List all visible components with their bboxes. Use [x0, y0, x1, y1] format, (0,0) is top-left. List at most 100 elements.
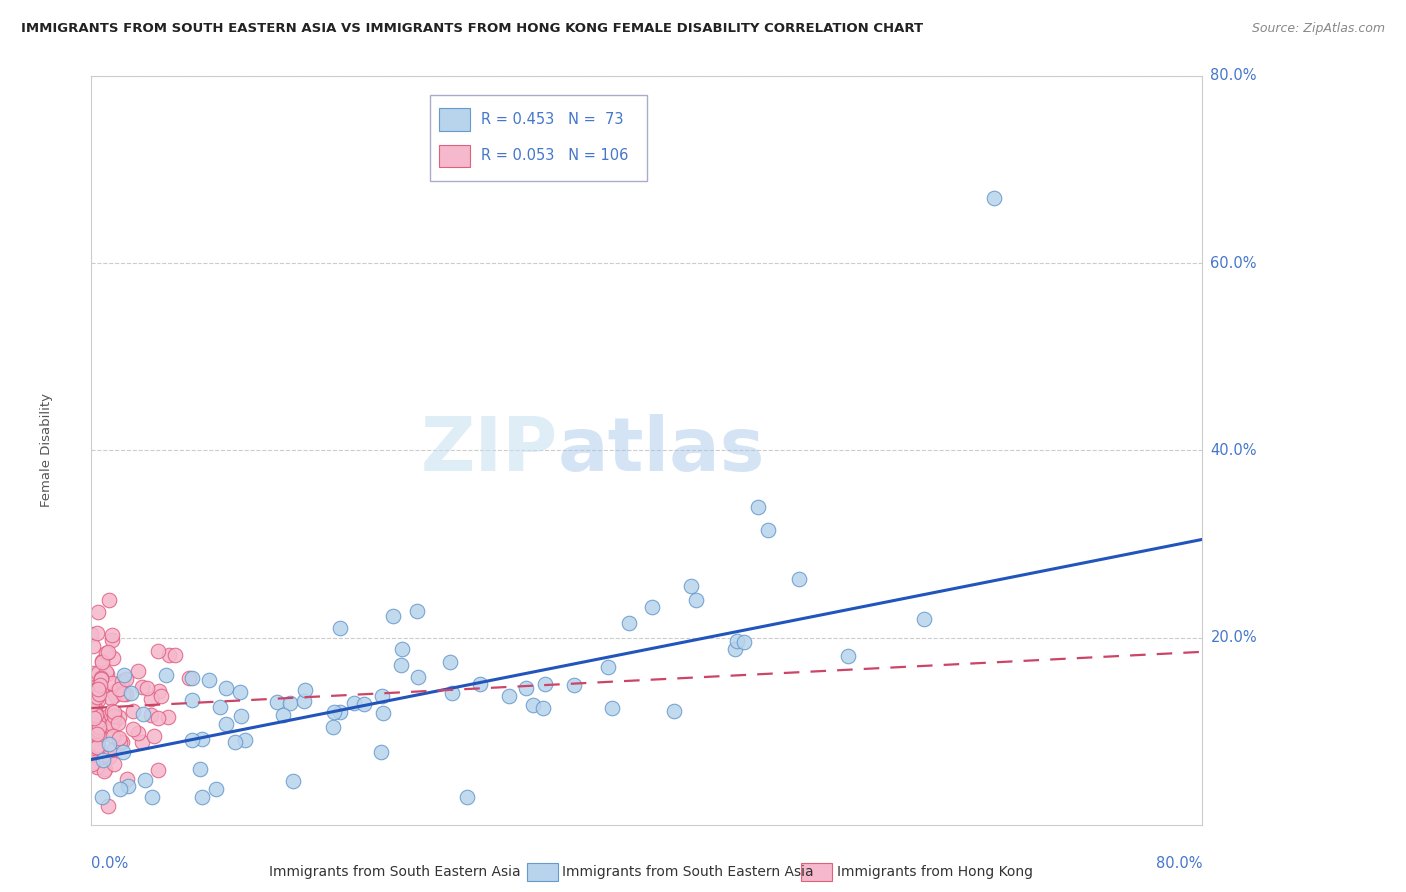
- Point: [84, 680, 107, 694]
- Point: [115, 687, 138, 701]
- Text: Immigrants from Hong Kong: Immigrants from Hong Kong: [837, 865, 1032, 880]
- Point: [86, 740, 108, 755]
- Point: [98, 749, 121, 764]
- Point: [131, 735, 153, 749]
- Point: [100, 704, 122, 718]
- Point: [84, 717, 107, 731]
- Point: [100, 691, 122, 706]
- Point: [747, 500, 769, 514]
- Text: ZIP: ZIP: [420, 414, 558, 487]
- Point: [111, 687, 134, 701]
- Point: [97, 645, 120, 659]
- Point: [498, 689, 520, 703]
- Point: [837, 649, 859, 664]
- Point: [89, 688, 111, 702]
- Text: 60.0%: 60.0%: [1211, 256, 1257, 270]
- Point: [84, 708, 107, 723]
- Point: [208, 699, 231, 714]
- Point: [91, 655, 114, 669]
- Point: [229, 685, 252, 699]
- Point: [148, 684, 170, 698]
- Point: [103, 705, 125, 719]
- Point: [177, 671, 200, 685]
- Point: [662, 704, 685, 718]
- Point: [108, 782, 131, 797]
- Point: [86, 711, 108, 725]
- Text: 80.0%: 80.0%: [1156, 855, 1202, 871]
- Point: [104, 688, 127, 702]
- Point: [146, 763, 169, 777]
- Point: [82, 723, 104, 737]
- Point: [132, 706, 155, 721]
- Point: [115, 772, 138, 786]
- Point: [80, 730, 103, 744]
- Point: [83, 665, 105, 680]
- FancyBboxPatch shape: [430, 95, 647, 181]
- Text: Female Disability: Female Disability: [41, 393, 53, 508]
- Point: [343, 696, 366, 710]
- Point: [100, 633, 122, 648]
- Point: [97, 737, 120, 751]
- Point: [292, 694, 315, 708]
- Text: IMMIGRANTS FROM SOUTH EASTERN ASIA VS IMMIGRANTS FROM HONG KONG FEMALE DISABILIT: IMMIGRANTS FROM SOUTH EASTERN ASIA VS IM…: [21, 22, 924, 36]
- Point: [408, 670, 430, 684]
- Text: 20.0%: 20.0%: [1211, 631, 1257, 645]
- Point: [114, 668, 136, 682]
- Point: [142, 729, 165, 743]
- Point: [84, 719, 107, 733]
- Point: [80, 735, 103, 749]
- Point: [86, 760, 108, 774]
- Point: [83, 704, 105, 718]
- Point: [83, 710, 105, 724]
- Point: [733, 635, 755, 649]
- Point: [215, 716, 238, 731]
- Text: atlas: atlas: [558, 414, 765, 487]
- Point: [515, 681, 537, 696]
- Point: [188, 763, 211, 777]
- Point: [205, 782, 228, 797]
- Point: [86, 708, 108, 723]
- Point: [294, 683, 316, 698]
- Point: [86, 682, 108, 697]
- Point: [90, 681, 112, 695]
- Point: [149, 689, 172, 703]
- Point: [86, 714, 108, 729]
- Point: [912, 612, 935, 626]
- Point: [86, 727, 108, 741]
- Point: [83, 741, 105, 756]
- Point: [370, 746, 392, 760]
- Point: [87, 723, 110, 737]
- Point: [86, 681, 108, 696]
- Text: R = 0.453   N =  73: R = 0.453 N = 73: [481, 112, 624, 127]
- Point: [322, 720, 344, 734]
- Point: [97, 799, 120, 814]
- Point: [89, 678, 111, 692]
- Point: [134, 772, 156, 787]
- Point: [105, 684, 128, 698]
- Point: [405, 604, 427, 618]
- Point: [82, 748, 104, 763]
- Point: [90, 673, 112, 687]
- Point: [156, 709, 179, 723]
- Point: [641, 599, 664, 614]
- Point: [180, 671, 202, 685]
- Point: [107, 715, 129, 730]
- Point: [86, 626, 108, 640]
- Point: [191, 731, 214, 746]
- Point: [139, 708, 162, 723]
- Point: [83, 685, 105, 699]
- Point: [181, 732, 204, 747]
- Point: [91, 753, 114, 767]
- Text: Source: ZipAtlas.com: Source: ZipAtlas.com: [1251, 22, 1385, 36]
- Point: [146, 644, 169, 658]
- Point: [180, 693, 202, 707]
- Point: [157, 648, 180, 662]
- Point: [111, 735, 134, 749]
- Point: [215, 681, 238, 695]
- Point: [127, 664, 149, 678]
- Point: [86, 690, 108, 704]
- Text: Immigrants from South Eastern Asia: Immigrants from South Eastern Asia: [562, 865, 814, 880]
- Point: [724, 642, 747, 657]
- Point: [86, 681, 108, 695]
- Point: [121, 704, 143, 718]
